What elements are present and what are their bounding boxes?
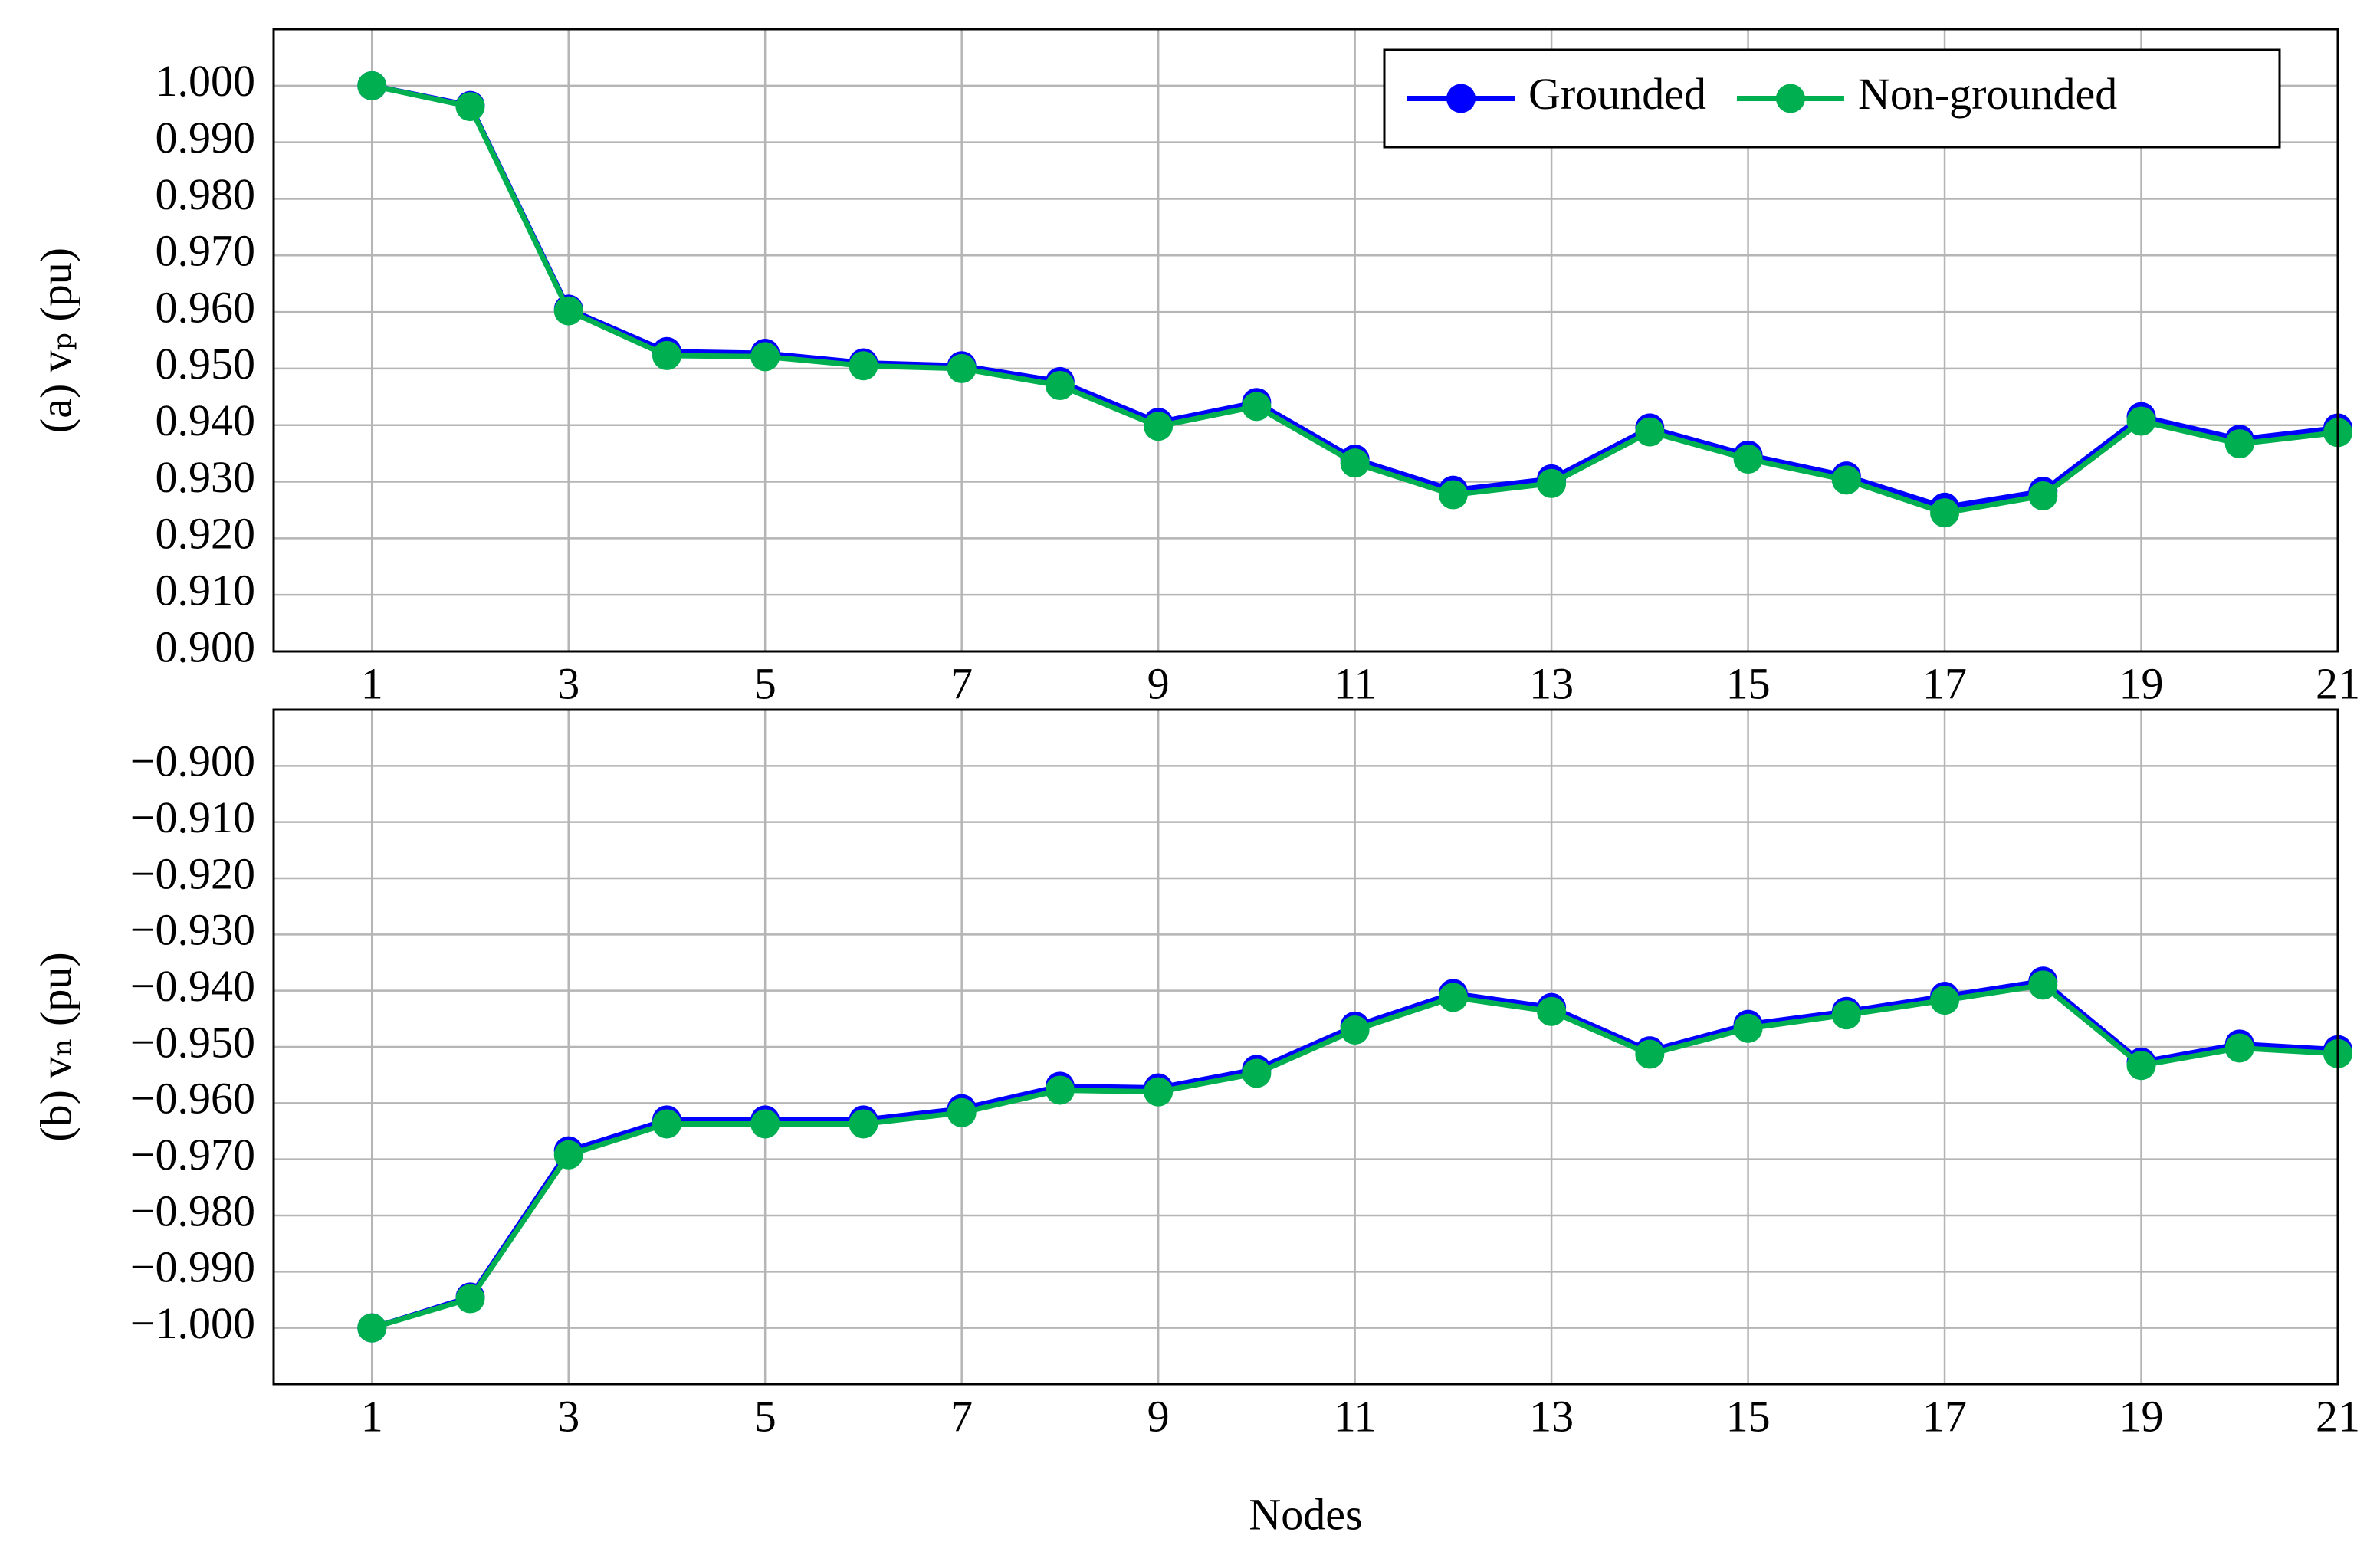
- y-tick-label: 1.000: [156, 56, 256, 106]
- y-tick-label: 0.970: [156, 226, 256, 276]
- x-tick-label: 3: [557, 1391, 579, 1441]
- marker: [553, 1140, 583, 1170]
- y-tick-label: 0.960: [156, 282, 256, 332]
- y-tick-label: 0.940: [156, 395, 256, 445]
- y-axis-label: (b) vₙ (pu): [31, 952, 80, 1141]
- marker: [750, 342, 780, 372]
- legend-marker: [1446, 84, 1476, 113]
- marker: [1340, 1015, 1370, 1045]
- x-tick-label: 9: [1147, 658, 1170, 708]
- marker: [1635, 1039, 1665, 1069]
- plot-frame: [272, 708, 2339, 1386]
- y-axis-label: (a) vₚ (pu): [31, 248, 80, 433]
- marker: [1733, 1013, 1763, 1043]
- marker: [1045, 371, 1075, 401]
- x-tick-label: 13: [1529, 1391, 1574, 1441]
- marker: [1537, 996, 1567, 1026]
- marker: [947, 1097, 977, 1127]
- y-tick-label: 0.900: [156, 622, 256, 671]
- y-tick-label: −0.940: [130, 961, 255, 1011]
- x-tick-label: 21: [2316, 658, 2360, 708]
- y-tick-label: −0.930: [130, 905, 255, 955]
- marker: [1930, 498, 1960, 528]
- y-tick-label: 0.990: [156, 113, 256, 162]
- x-tick-label: 3: [557, 658, 579, 708]
- marker: [849, 1109, 878, 1139]
- marker: [1144, 1077, 1174, 1107]
- y-tick-label: 0.930: [156, 452, 256, 502]
- marker: [2224, 429, 2254, 459]
- x-tick-label: 9: [1147, 1391, 1170, 1441]
- x-tick-label: 11: [1334, 658, 1377, 708]
- y-tick-label: 0.980: [156, 169, 256, 219]
- marker: [2126, 406, 2156, 436]
- marker: [1635, 417, 1665, 447]
- marker: [652, 1109, 681, 1139]
- legend: Grounded Non-grounded: [1383, 48, 2281, 149]
- marker: [1733, 445, 1763, 474]
- marker: [357, 71, 387, 100]
- x-tick-label: 19: [2119, 658, 2164, 708]
- x-tick-label: 17: [1922, 1391, 1967, 1441]
- x-tick-label: 17: [1922, 658, 1967, 708]
- x-tick-label: 5: [754, 1391, 776, 1441]
- marker: [1930, 986, 1960, 1015]
- marker: [2028, 970, 2058, 1000]
- marker: [849, 351, 878, 381]
- y-tick-label: 0.910: [156, 565, 256, 615]
- marker: [2224, 1033, 2254, 1063]
- marker: [1242, 392, 1272, 422]
- legend-marker: [1775, 84, 1805, 113]
- y-tick-label: −0.960: [130, 1074, 255, 1124]
- y-tick-label: −0.980: [130, 1186, 255, 1235]
- y-tick-label: 0.920: [156, 509, 256, 559]
- marker: [1438, 983, 1468, 1012]
- marker: [2126, 1051, 2156, 1081]
- marker: [1144, 412, 1174, 441]
- marker: [2028, 481, 2058, 510]
- x-axis-label: Nodes: [1249, 1489, 1362, 1539]
- y-tick-label: 0.950: [156, 339, 256, 389]
- x-tick-label: 1: [361, 1391, 383, 1441]
- y-tick-label: −1.000: [130, 1298, 255, 1348]
- marker: [1242, 1058, 1272, 1088]
- x-tick-label: 11: [1334, 1391, 1377, 1441]
- x-tick-label: 15: [1726, 658, 1771, 708]
- marker: [553, 296, 583, 326]
- legend-label: Non-grounded: [1858, 69, 2117, 119]
- marker: [455, 1284, 485, 1314]
- x-tick-label: 19: [2119, 1391, 2164, 1441]
- x-tick-label: 7: [950, 1391, 973, 1441]
- y-tick-label: −0.990: [130, 1242, 255, 1292]
- plot-frame: [272, 28, 2339, 653]
- marker: [1340, 448, 1370, 478]
- y-tick-label: −0.900: [130, 736, 255, 786]
- x-tick-label: 7: [950, 658, 973, 708]
- marker: [1831, 1000, 1861, 1030]
- marker: [652, 340, 681, 370]
- marker: [1831, 465, 1861, 495]
- marker: [1537, 468, 1567, 498]
- marker: [947, 353, 977, 383]
- x-tick-label: 5: [754, 658, 776, 708]
- y-tick-label: −0.950: [130, 1017, 255, 1067]
- y-tick-label: −0.920: [130, 848, 255, 898]
- x-tick-label: 21: [2316, 1391, 2360, 1441]
- marker: [750, 1109, 780, 1139]
- marker: [357, 1313, 387, 1343]
- x-tick-label: 15: [1726, 1391, 1771, 1441]
- y-tick-label: −0.910: [130, 792, 255, 842]
- marker: [1438, 480, 1468, 510]
- legend-label: Grounded: [1528, 69, 1706, 119]
- y-tick-label: −0.970: [130, 1130, 255, 1179]
- x-tick-label: 1: [361, 658, 383, 708]
- x-tick-label: 13: [1529, 658, 1574, 708]
- marker: [455, 92, 485, 122]
- marker: [1045, 1075, 1075, 1105]
